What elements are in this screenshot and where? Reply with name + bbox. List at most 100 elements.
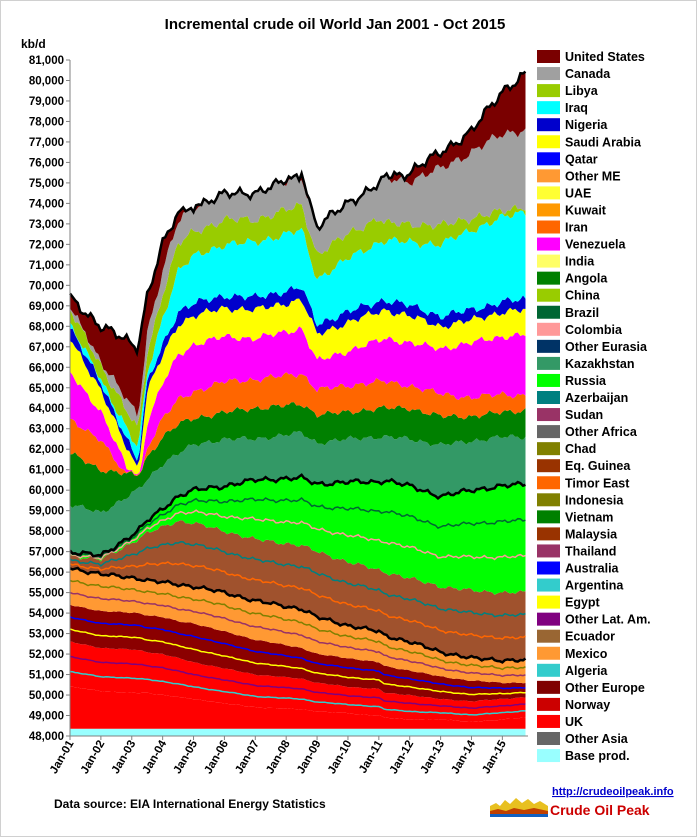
y-tick-label: 64,000: [29, 403, 64, 415]
x-tick-label: Jan-07: [233, 739, 262, 777]
y-tick-label: 54,000: [29, 608, 64, 620]
legend-swatch: [537, 714, 560, 728]
legend-label: Ecuador: [565, 630, 615, 644]
legend-label: Kuwait: [565, 203, 607, 217]
legend-label: Brazil: [565, 306, 599, 320]
legend-label: Other Africa: [565, 425, 638, 439]
x-tick-label: Jan-12: [388, 739, 417, 777]
legend-swatch: [537, 135, 560, 149]
crude-oil-peak-logo: [490, 797, 550, 817]
legend-swatch: [537, 152, 560, 166]
y-tick-label: 73,000: [29, 219, 64, 231]
legend-label: China: [565, 289, 601, 303]
legend-label: Indonesia: [565, 493, 624, 507]
y-tick-label: 49,000: [29, 711, 64, 723]
y-tick-label: 67,000: [29, 342, 64, 354]
legend: United States Canada Libya Iraq Nigeria Saudi…: [537, 50, 651, 763]
legend-label: Argentina: [565, 579, 624, 593]
sub-layer-line: [69, 561, 526, 640]
legend-swatch: [537, 220, 560, 234]
legend-label: Other Eurasia: [565, 340, 648, 354]
legend-swatch: [537, 527, 560, 541]
chart-title: Incremental crude oil World Jan 2001 - O…: [165, 16, 506, 33]
legend-label: Base prod.: [565, 749, 630, 763]
legend-swatch: [537, 493, 560, 507]
y-tick-label: 53,000: [29, 629, 64, 641]
legend-swatch: [537, 544, 560, 558]
legend-label: Timor East: [565, 476, 630, 490]
y-tick-label: 62,000: [29, 444, 64, 456]
area-band: [70, 372, 526, 476]
sub-layer-line: [69, 496, 526, 559]
legend-swatch: [537, 629, 560, 643]
y-tick-label: 70,000: [29, 280, 64, 292]
x-tick-label: Jan-04: [141, 738, 170, 776]
legend-label: UAE: [565, 186, 591, 200]
sub-layer-line: [69, 509, 526, 561]
y-tick-labels: 48,000 49,000 50,000 51,000 52,000 53,000 54,0…: [29, 55, 70, 743]
legend-swatch: [537, 442, 560, 456]
y-tick-label: 68,000: [29, 321, 64, 333]
x-tick-label: Jan-14: [449, 738, 478, 776]
legend-label: Sudan: [565, 408, 603, 422]
legend-label: Malaysia: [565, 527, 618, 541]
legend-label: Qatar: [565, 152, 598, 166]
y-tick-label: 81,000: [29, 55, 64, 67]
area-band: [70, 604, 526, 702]
sub-layer-line: [69, 616, 526, 690]
area-band: [70, 430, 526, 557]
y-tick-label: 65,000: [29, 383, 64, 395]
legend-label: Vietnam: [565, 510, 613, 524]
legend-label: Iraq: [565, 101, 588, 115]
y-tick-label: 52,000: [29, 649, 64, 661]
legend-swatch: [537, 237, 560, 251]
legend-label: United States: [565, 50, 645, 64]
legend-swatch: [537, 510, 560, 524]
y-tick-label: 76,000: [29, 157, 64, 169]
y-tick-label: 57,000: [29, 547, 64, 559]
data-source-note: Data source: EIA International Energy St…: [54, 797, 326, 811]
legend-label: Angola: [565, 272, 608, 286]
legend-swatch: [537, 50, 560, 63]
legend-swatch: [537, 305, 560, 319]
x-tick-label: Jan-06: [202, 739, 231, 777]
area-band: [70, 298, 526, 475]
website-link[interactable]: http://crudeoilpeak.info: [552, 786, 674, 798]
legend-label: Libya: [565, 84, 599, 98]
sub-layer-line: [69, 628, 526, 696]
sub-layer-line: [69, 541, 526, 618]
legend-swatch: [537, 169, 560, 183]
legend-label: Australia: [565, 562, 620, 576]
area-band: [70, 210, 526, 461]
legend-label: Thailand: [565, 544, 616, 558]
area-band: [70, 641, 526, 722]
legend-swatch: [537, 425, 560, 439]
legend-label: Kazakhstan: [565, 357, 634, 371]
legend-swatch: [537, 680, 560, 694]
brand-label: Crude Oil Peak: [550, 802, 650, 818]
legend-label: Other Asia: [565, 732, 629, 746]
legend-swatch: [537, 749, 560, 763]
legend-swatch: [537, 84, 560, 98]
x-tick-label: Jan-05: [172, 738, 201, 776]
legend-swatch: [537, 186, 560, 200]
y-tick-label: 74,000: [29, 198, 64, 210]
boundary-line: [69, 566, 527, 664]
legend-label: Other Europe: [565, 681, 645, 695]
legend-swatch: [537, 254, 560, 268]
y-tick-label: 58,000: [29, 526, 64, 538]
area-band: [70, 402, 526, 513]
legend-swatch: [537, 118, 560, 132]
y-tick-label: 48,000: [29, 731, 64, 743]
x-tick-label: Jan-13: [419, 739, 448, 777]
y-tick-label: 56,000: [29, 567, 64, 579]
x-tick-label: Jan-02: [79, 739, 108, 777]
area-band: [70, 686, 526, 729]
legend-label: Venezuela: [565, 238, 626, 252]
legend-swatch: [537, 476, 560, 490]
boundary-line: [69, 70, 527, 358]
legend-label: Russia: [565, 374, 607, 388]
y-unit-label: kb/d: [21, 37, 46, 51]
legend-swatch: [537, 391, 560, 404]
